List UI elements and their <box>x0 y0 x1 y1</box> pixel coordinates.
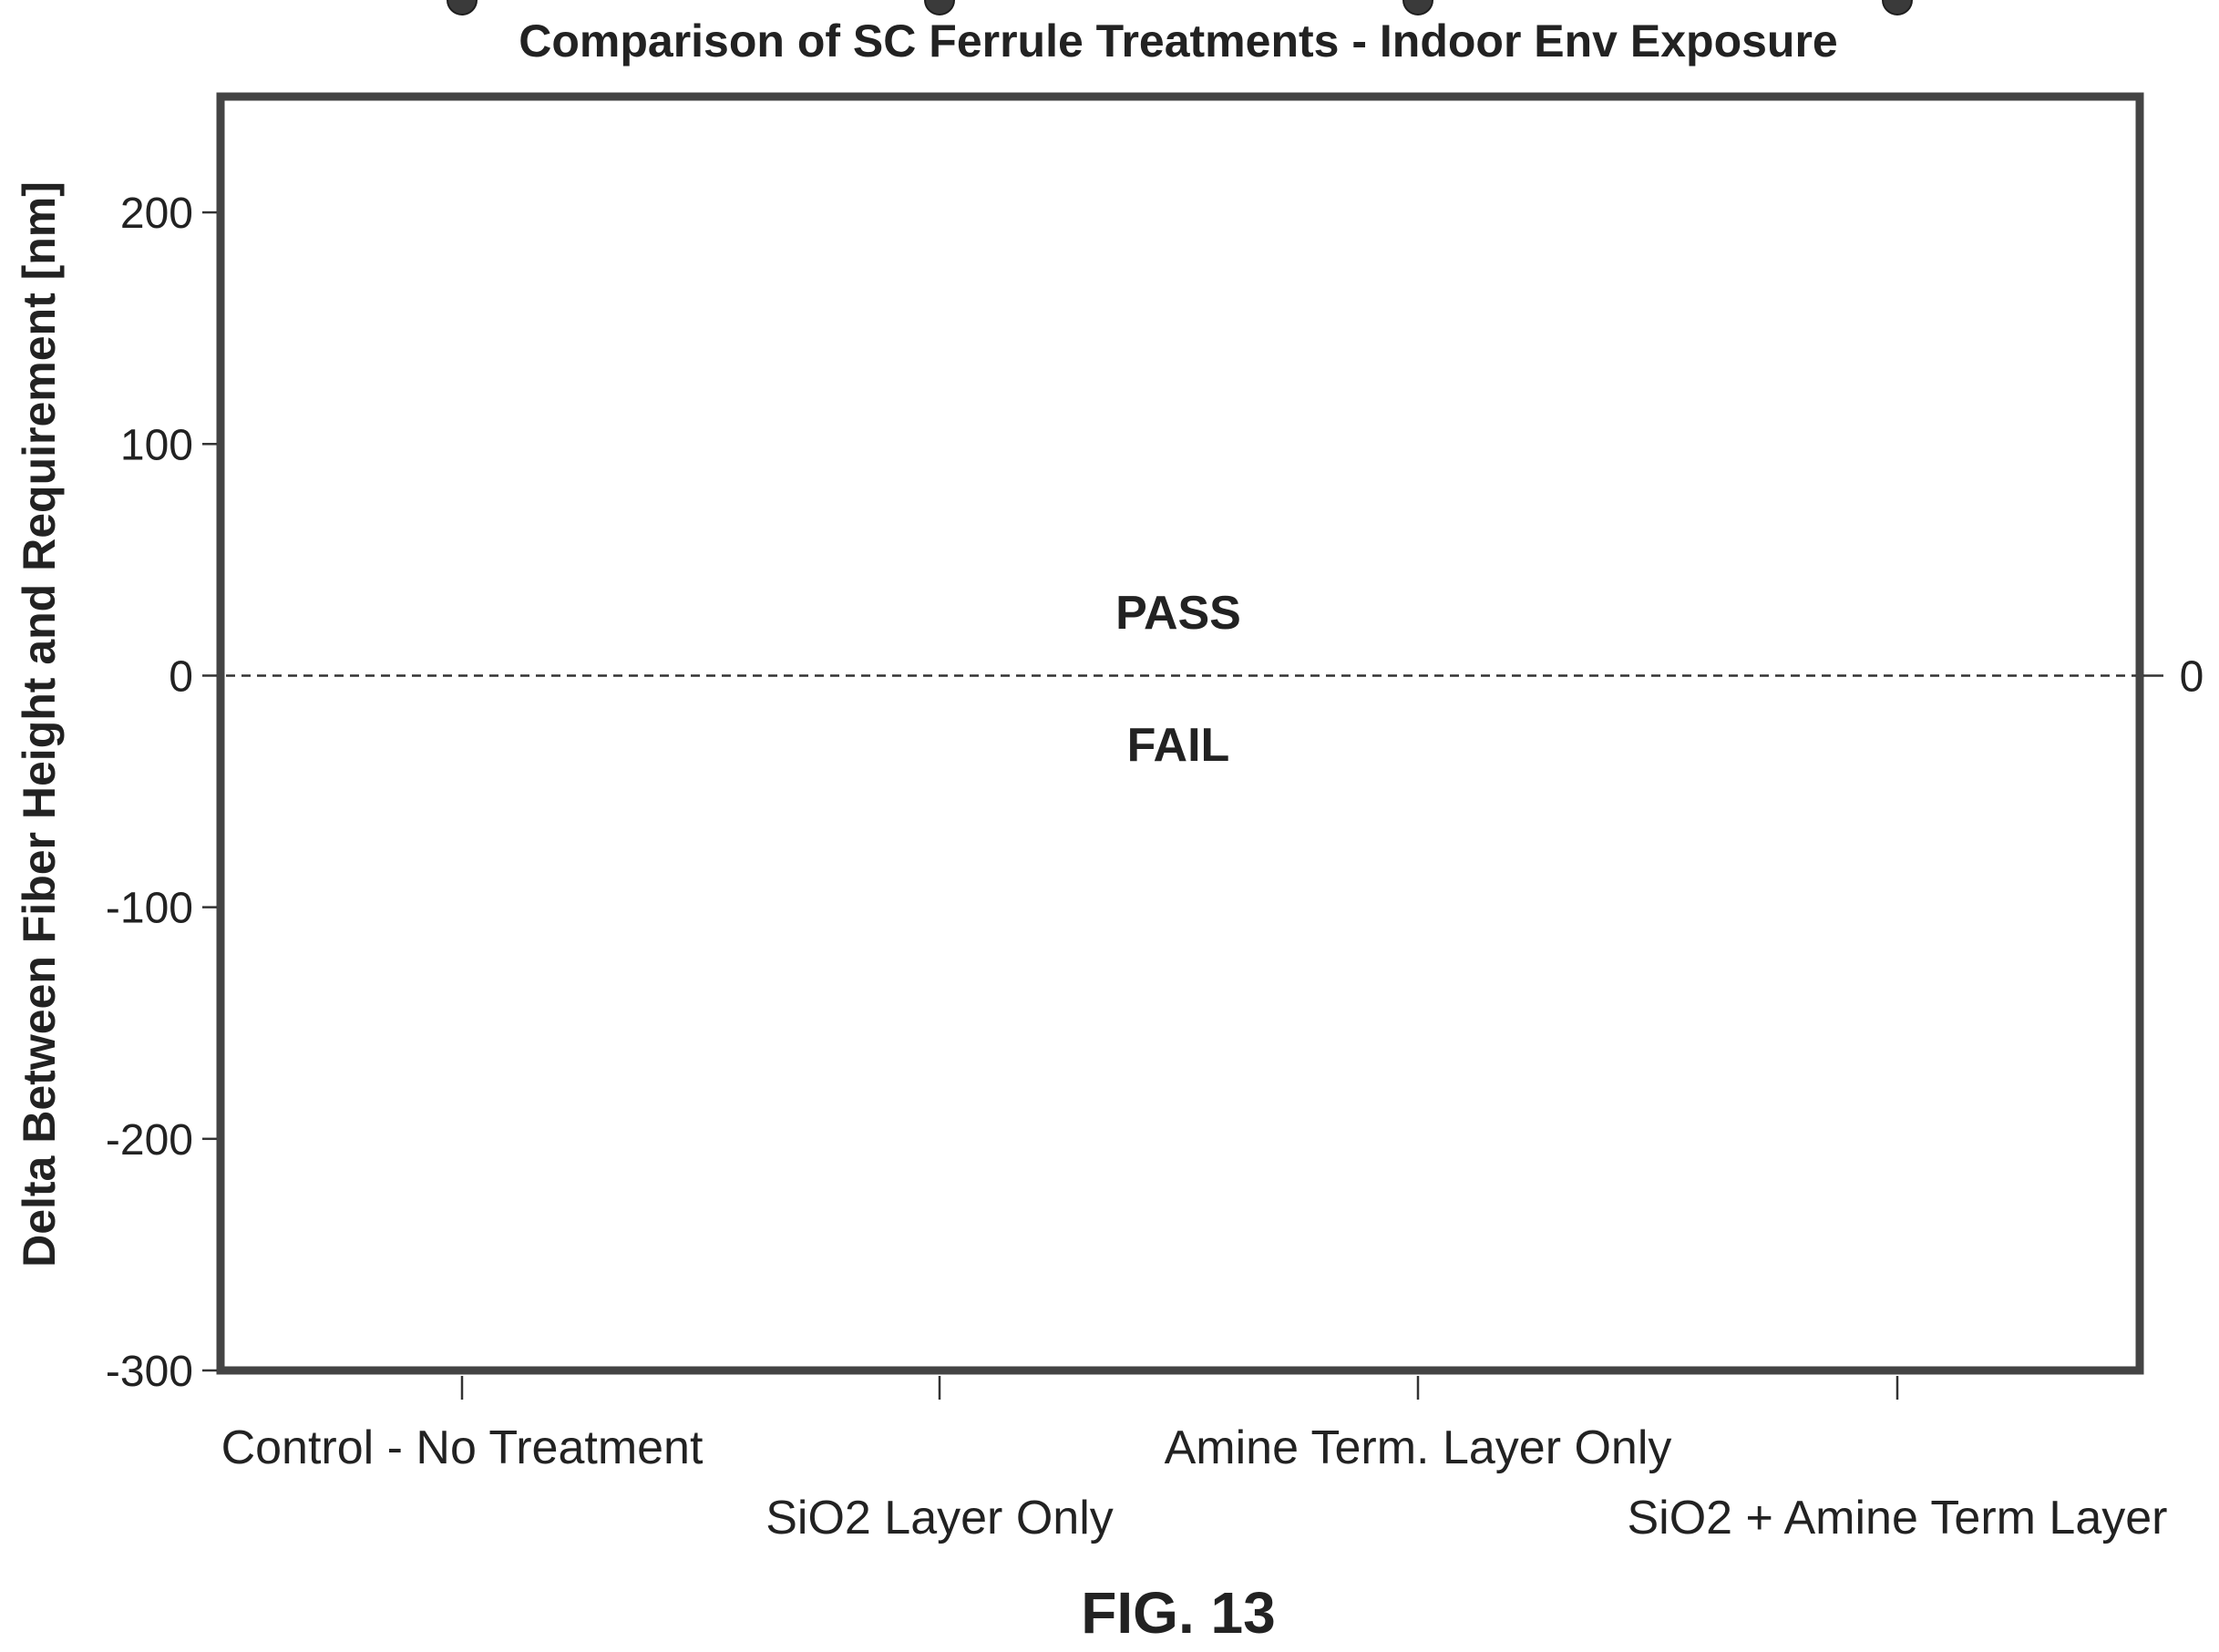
plot-frame <box>216 92 2144 1375</box>
figure-caption: FIG. 13 <box>1081 1580 1275 1646</box>
fail-annotation: FAIL <box>1127 719 1230 772</box>
x-category-label: SiO2 Layer Only <box>765 1492 1114 1544</box>
x-category-label: Control - No Treatment <box>221 1421 704 1474</box>
y-tick-label: 100 <box>120 421 193 469</box>
chart-title: Comparison of SC Ferrule Treatments - In… <box>519 15 1838 67</box>
data-point <box>1402 0 1433 15</box>
data-point <box>924 0 955 15</box>
data-point <box>447 0 478 15</box>
data-point <box>1882 0 1913 15</box>
zero-reference-label: 0 <box>2180 652 2204 701</box>
y-axis-label: Delta Between Fiber Height and Requireme… <box>14 181 65 1267</box>
y-tick-label: -200 <box>106 1116 193 1165</box>
x-category-label: Amine Term. Layer Only <box>1165 1421 1672 1474</box>
pass-annotation: PASS <box>1115 587 1241 640</box>
y-tick-label: -300 <box>106 1348 193 1396</box>
y-tick-label: 200 <box>120 190 193 238</box>
x-axis: Control - No Treatment SiO2 Layer Only Ami… <box>221 1376 2168 1544</box>
y-tick-label: -100 <box>106 885 193 933</box>
y-axis: -300 -200 -100 0 100 200 <box>106 190 217 1396</box>
y-tick-label: 0 <box>169 652 193 701</box>
data-points <box>447 0 1913 15</box>
x-category-label: SiO2 + Amine Term Layer <box>1628 1492 2168 1544</box>
